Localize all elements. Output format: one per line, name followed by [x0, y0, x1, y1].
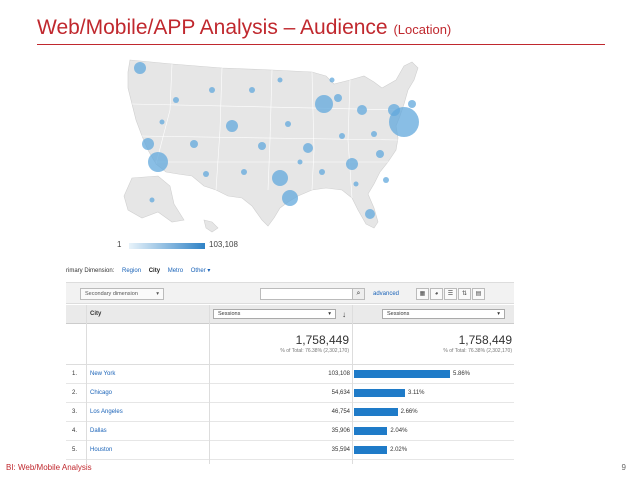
table-row: 2. Chicago 54,634 3.11% [66, 384, 514, 403]
secondary-dimension-dropdown[interactable]: Secondary dimension ▾ [80, 288, 164, 300]
dimension-region-link[interactable]: Region [122, 268, 142, 274]
totals-row: 1,758,449 % of Total: 76.38% (2,302,170)… [66, 325, 514, 365]
sessions-share-pct: 2.04% [390, 428, 408, 434]
dimension-city-link[interactable]: City [148, 268, 161, 274]
column-divider [86, 305, 87, 464]
total-sessions-2-pct: % of Total: 76.38% (2,302,170) [443, 348, 512, 354]
column-divider [352, 305, 353, 464]
chevron-down-icon: ▾ [497, 311, 500, 317]
title-divider [37, 44, 605, 45]
metric-select-2[interactable]: Sessions ▾ [382, 309, 505, 319]
map-legend: 1 103,108 [117, 240, 257, 252]
total-sessions-2: 1,758,449 % of Total: 76.38% (2,302,170) [372, 333, 512, 354]
pivot-view-icon[interactable]: ▤ [472, 288, 485, 300]
row-index: 3. [72, 409, 78, 415]
column-header-city[interactable]: City [90, 311, 102, 317]
legend-gradient [129, 243, 205, 249]
metric-select-2-label: Sessions [387, 311, 410, 317]
dimension-other-dropdown[interactable]: Other ▾ [190, 268, 211, 274]
total-sessions-1: 1,758,449 % of Total: 76.38% (2,302,170) [209, 333, 349, 354]
primary-dimension-bar: rimary Dimension: Region City Metro Othe… [66, 267, 216, 277]
city-link[interactable]: Chicago [90, 390, 113, 396]
hawaii-land [203, 219, 219, 233]
table-header: City Sessions ▾ ↓ Sessions ▾ [66, 305, 514, 324]
sessions-share-bar [354, 370, 450, 378]
dimension-metro-link[interactable]: Metro [167, 268, 184, 274]
table-view-icon[interactable]: ▦ [416, 288, 429, 300]
advanced-filter-link[interactable]: advanced [373, 291, 400, 297]
sessions-share-bar [354, 389, 405, 397]
sessions-value: 46,754 [331, 409, 350, 415]
sessions-share-bar [354, 446, 388, 454]
total-sessions-2-value: 1,758,449 [458, 333, 512, 347]
city-rows: 1. New York 103,108 5.86% 2. Chicago 54,… [66, 365, 514, 460]
sort-descending-icon[interactable]: ↓ [342, 310, 346, 319]
sessions-value: 35,906 [331, 428, 350, 434]
table-row: 1. New York 103,108 5.86% [66, 365, 514, 384]
table-search-input[interactable] [260, 288, 362, 300]
us-land [127, 59, 419, 229]
metric-select-1-label: Sessions [218, 311, 241, 317]
table-toolbar: Secondary dimension ▾ ⌕ advanced ▦ ◕ ☰ ⇅ ▤ [66, 282, 514, 304]
table-row: 3. Los Angeles 46,754 2.66% [66, 403, 514, 422]
row-index: 2. [72, 390, 78, 396]
row-index: 1. [72, 371, 78, 377]
city-link[interactable]: Dallas [90, 428, 107, 434]
slide-title: Web/Mobile/APP Analysis – Audience (Loca… [37, 16, 451, 40]
sessions-value: 54,634 [331, 390, 350, 396]
slide-subtitle: (Location) [393, 22, 452, 37]
bubble-los-angeles [148, 152, 168, 172]
page-number: 9 [621, 463, 626, 472]
total-sessions-1-value: 1,758,449 [295, 333, 349, 347]
table-row: 5. Houston 35,594 2.02% [66, 441, 514, 460]
slide-title-text: Web/Mobile/APP Analysis – Audience [37, 16, 388, 39]
legend-max: 103,108 [209, 240, 238, 249]
city-link[interactable]: Houston [90, 447, 113, 453]
sessions-value: 35,594 [331, 447, 350, 453]
primary-dimension-label: rimary Dimension: [66, 268, 115, 274]
sessions-share-pct: 3.11% [407, 390, 425, 396]
sessions-share-pct: 2.66% [400, 409, 418, 415]
metric-select-1[interactable]: Sessions ▾ [213, 309, 336, 319]
secondary-dimension-label: Secondary dimension [85, 291, 138, 297]
bubble-houston [282, 190, 298, 206]
sessions-share-bar [354, 408, 398, 416]
map-svg [123, 59, 419, 233]
row-index: 4. [72, 428, 78, 434]
legend-min: 1 [117, 240, 122, 249]
us-sessions-map[interactable] [112, 50, 442, 240]
search-icon[interactable]: ⌕ [352, 288, 365, 300]
table-row: 4. Dallas 35,906 2.04% [66, 422, 514, 441]
performance-view-icon[interactable]: ☰ [444, 288, 457, 300]
bubble-chicago [315, 95, 333, 113]
sessions-share-pct: 2.02% [390, 447, 408, 453]
row-index: 5. [72, 447, 78, 453]
comparison-view-icon[interactable]: ⇅ [458, 288, 471, 300]
column-divider [209, 305, 210, 464]
slide-footer: BI: Web/Mobile Analysis [6, 463, 92, 472]
view-switcher: ▦ ◕ ☰ ⇅ ▤ [416, 288, 486, 300]
session-bubbles [134, 62, 419, 219]
city-link[interactable]: Los Angeles [90, 409, 123, 415]
sessions-share-bar [354, 427, 388, 435]
chevron-down-icon: ▾ [156, 291, 159, 297]
city-link[interactable]: New York [90, 371, 116, 377]
sessions-value: 103,108 [328, 371, 350, 377]
total-sessions-1-pct: % of Total: 76.38% (2,302,170) [280, 348, 349, 354]
analytics-table-panel: rimary Dimension: Region City Metro Othe… [66, 264, 514, 464]
bubble-dallas [272, 170, 288, 186]
pie-view-icon[interactable]: ◕ [430, 288, 443, 300]
sessions-share-pct: 5.86% [453, 371, 471, 377]
chevron-down-icon: ▾ [328, 311, 331, 317]
